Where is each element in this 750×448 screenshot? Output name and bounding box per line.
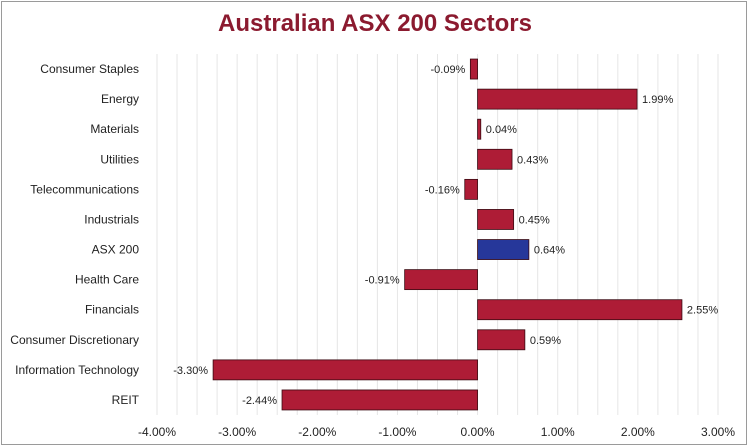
category-label: ASX 200 <box>92 243 140 257</box>
bar-industrials <box>477 209 515 230</box>
bar-information-technology <box>212 359 478 381</box>
value-label: -0.16% <box>425 184 460 196</box>
value-label: 1.99% <box>642 94 673 106</box>
category-label: Materials <box>90 122 139 136</box>
value-label: -0.09% <box>430 64 465 76</box>
category-label: Energy <box>101 92 139 106</box>
value-label: -3.30% <box>173 365 208 377</box>
category-label: Industrials <box>84 212 139 226</box>
bar-financials <box>477 299 683 321</box>
category-label: REIT <box>112 393 140 407</box>
value-label: -2.44% <box>242 395 277 407</box>
value-labels: -0.09% 1.99% 0.04% 0.43% -0.16% 0.45% 0.64% -0.… <box>173 64 718 407</box>
x-tick-label: 1.00% <box>541 425 575 439</box>
value-label: 0.64% <box>534 245 565 257</box>
value-label: -0.91% <box>365 275 400 287</box>
x-tick-label: -4.00% <box>138 425 176 439</box>
value-label: 0.59% <box>530 335 561 347</box>
bar-consumer-staples <box>469 58 478 80</box>
grid-lines <box>156 54 719 415</box>
bar-telecommunications <box>464 178 478 200</box>
category-label: Utilities <box>100 152 139 166</box>
category-label: Financials <box>85 303 139 317</box>
category-label: Telecommunications <box>30 182 139 196</box>
x-tick-label: -2.00% <box>298 425 336 439</box>
category-label: Information Technology <box>15 363 139 377</box>
x-tick-label: 3.00% <box>701 425 735 439</box>
bars <box>212 58 683 411</box>
category-label: Consumer Staples <box>40 62 139 76</box>
x-tick-label: -3.00% <box>218 425 256 439</box>
bar-health-care <box>404 269 478 291</box>
bar-asx-200 <box>477 239 530 260</box>
category-label: Consumer Discretionary <box>10 333 139 347</box>
chart-title: Australian ASX 200 Sectors <box>218 10 532 37</box>
x-tick-label: 2.00% <box>621 425 655 439</box>
bar-reit <box>281 389 478 411</box>
value-label: 0.45% <box>519 214 550 226</box>
bar-materials <box>477 118 482 140</box>
bar-utilities <box>477 148 513 170</box>
x-tick-label: -1.00% <box>378 425 416 439</box>
value-label: 2.55% <box>687 305 718 317</box>
value-label: 0.43% <box>517 154 548 166</box>
category-labels: Consumer Staples Energy Materials Utilities… <box>10 62 139 407</box>
bar-energy <box>477 88 638 110</box>
bar-consumer-discretionary <box>477 329 526 351</box>
value-label: 0.04% <box>486 124 517 136</box>
category-label: Health Care <box>75 273 139 287</box>
x-tick-label: 0.00% <box>461 425 495 439</box>
x-axis-ticks: -4.00% -3.00% -2.00% -1.00% 0.00% 1.00% 2.00% 3… <box>138 425 735 439</box>
